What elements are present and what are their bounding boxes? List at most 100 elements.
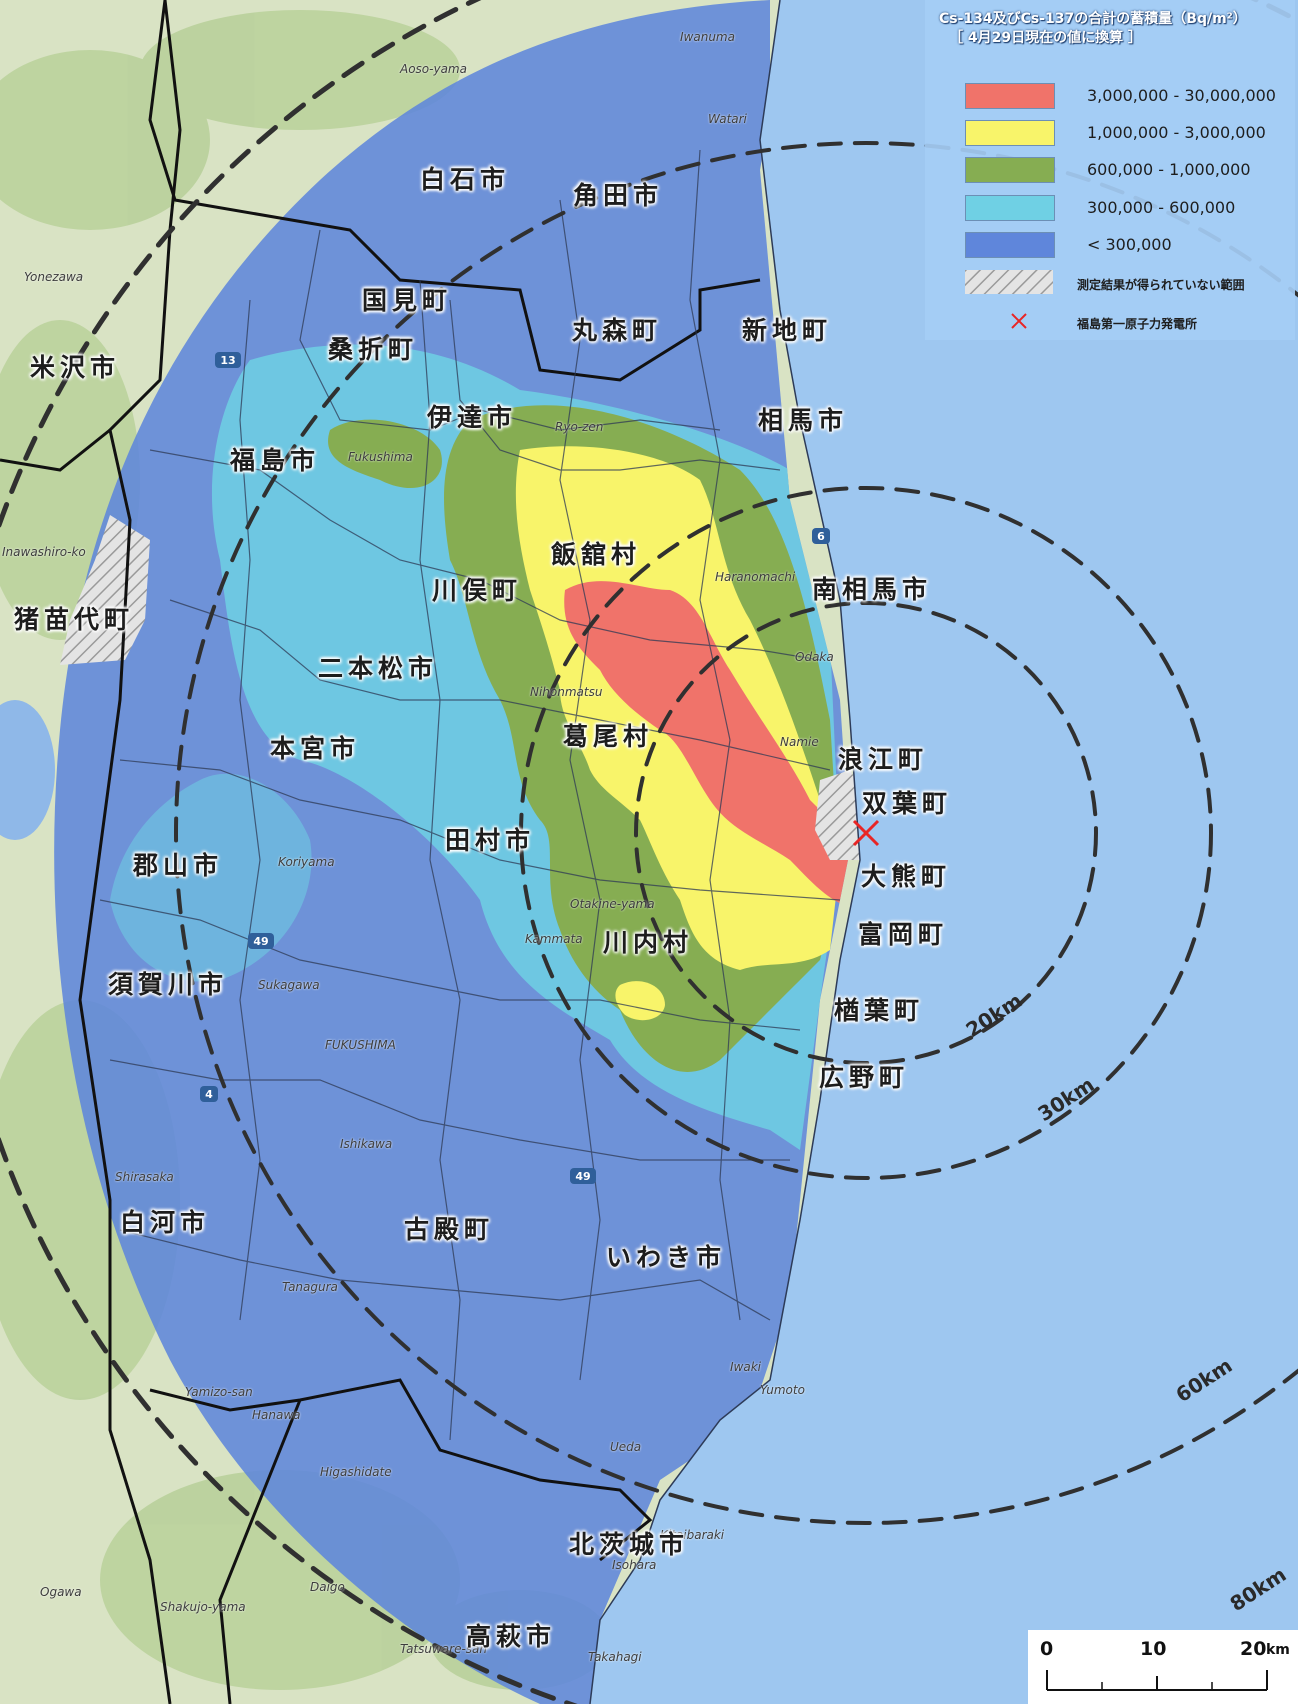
place-label: Shakujo-yama [160,1600,246,1614]
town-label-okuma: 大熊町 [861,862,952,891]
legend-label: 福島第一原子力発電所 [1077,317,1198,331]
legend-item: 3,000,000 - 30,000,000 [965,83,1295,109]
place-label: Ryo-zen [555,420,604,434]
town-label-hirono: 広野町 [819,1063,910,1092]
town-label-kunimi: 国見町 [362,286,453,315]
place-label: Aoso-yama [400,62,467,76]
ocean [590,0,1298,1704]
swatch-red [965,83,1055,109]
town-label-shirakawa: 白河市 [120,1208,211,1237]
place-label: Odaka [795,650,834,664]
legend-label: 3,000,000 - 30,000,000 [1087,86,1276,105]
place-label: Yonezawa [24,270,84,284]
scale-ruler [1046,1670,1268,1691]
legend-label: 300,000 - 600,000 [1087,198,1236,217]
place-label: Ishikawa [340,1137,393,1151]
place-label: Inawashiro-ko [2,545,86,559]
place-label: Tanagura [282,1280,338,1294]
swatch-yellow [965,120,1055,146]
x-icon [1011,313,1027,329]
zone-300k-600k-west [110,773,312,982]
place-label: Sukagawa [258,978,320,992]
scale-unit: km [1266,1642,1290,1658]
swatch-green [965,157,1055,183]
legend-item: 1,000,000 - 3,000,000 [965,120,1295,146]
scale-label-20: 20 [1240,1638,1267,1660]
legend-item: 600,000 - 1,000,000 [965,157,1295,183]
town-label-tamura: 田村市 [445,826,536,855]
town-label-marumori: 丸森町 [572,316,663,345]
place-label: Tatsuware-san [400,1642,488,1656]
town-label-koori: 桑折町 [328,335,419,364]
town-label-takahagi: 高萩市 [466,1622,557,1651]
coastline [589,0,861,1704]
road-4: 4 [205,1088,213,1101]
place-label: Watari [708,112,747,126]
prefecture-boundaries [0,0,761,1704]
place-label: Iwaki [730,1360,761,1374]
town-label-kakuda: 角田市 [573,181,664,210]
place-label: Ueda [610,1440,642,1454]
place-label: Iwanuma [680,30,735,44]
legend-item: 測定結果が得られていない範囲 [965,270,1295,296]
town-label-shiroishi: 白石市 [420,165,511,194]
lake-inawashiro [0,700,55,840]
place-label: Kammata [525,932,583,946]
ring-30km [519,486,1213,1180]
town-label-katsurao: 葛尾村 [563,722,654,751]
scale-label-0: 0 [1040,1638,1054,1660]
legend-title: Cs-134及びCs-137の合計の蓄積量（Bq/m²） [939,11,1247,27]
town-label-inawashiro: 猪苗代町 [14,605,135,634]
place-label: Shirasaka [115,1170,174,1184]
town-label-kawauchi: 川内村 [603,928,694,957]
road-13: 13 [220,354,235,367]
legend-item: < 300,000 [965,232,1295,258]
town-label-soma: 相馬市 [758,406,849,435]
town-label-minamisoma: 南相馬市 [812,575,933,604]
town-label-nihonmatsu: 二本松市 [318,654,439,683]
place-label: Hanawa [252,1408,301,1422]
place-label: Fukushima [348,450,413,464]
place-label: Koriyama [278,855,335,869]
town-label-motomiya: 本宮市 [270,734,361,763]
town-label-namie: 浪江町 [838,745,929,774]
town-label-futaba: 双葉町 [862,789,953,818]
place-label: Yumoto [760,1383,805,1397]
place-label: Higashidate [320,1465,392,1479]
legend-item: 300,000 - 600,000 [965,195,1295,221]
town-label-iitate: 飯舘村 [551,540,642,569]
swatch-blue [965,232,1055,258]
town-label-sukagawa: 須賀川市 [108,970,229,999]
legend-label: 測定結果が得られていない範囲 [1077,278,1245,292]
zone-3m-30m [564,581,850,910]
place-label: Ogawa [40,1585,82,1599]
legend-item: 福島第一原子力発電所 [965,309,1295,335]
town-label-kitaibaraki: 北茨城市 [569,1530,690,1559]
place-label: Otakine-yama [570,897,655,911]
scale-label-10: 10 [1140,1638,1167,1660]
legend-title-block: Cs-134及びCs-137の合計の蓄積量（Bq/m²） ［ 4月29日現在の値… [933,10,1288,48]
place-label: Namie [780,735,819,749]
place-label: Takahagi [588,1650,642,1664]
town-label-date: 伊達市 [427,403,518,432]
place-label: Yamizo-san [185,1385,253,1399]
scale-bar: 0 10 20 km [1028,1630,1298,1704]
place-label: Nihonmatsu [530,685,603,699]
town-label-naraha: 楢葉町 [834,996,925,1025]
swatch-cyan [965,195,1055,221]
town-label-yonezawa: 米沢市 [30,353,121,382]
place-label: Haranomachi [715,570,796,584]
legend-label: < 300,000 [1087,235,1172,254]
road-6: 6 [817,530,825,543]
town-label-tomioka: 富岡町 [858,920,949,949]
contamination-layers [54,0,850,1704]
road-49-west: 49 [253,935,268,948]
place-label: Isohara [612,1558,657,1572]
place-label: FUKUSHIMA [325,1038,396,1052]
zone-600k-1m-nw [328,419,442,489]
place-label: Daigo [310,1580,345,1594]
legend-subtitle: ［ 4月29日現在の値に換算 ］ [949,30,1142,46]
road-shields [200,352,830,1184]
